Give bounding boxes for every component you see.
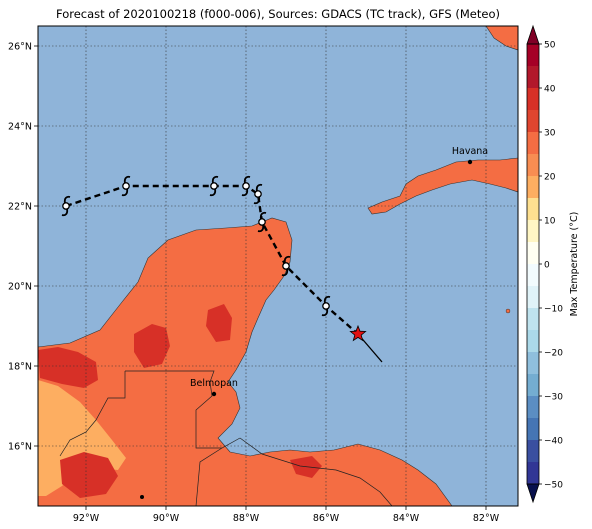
- colorbar-tick-label: −20: [544, 348, 563, 358]
- country-border: [59, 371, 126, 457]
- lat-tick-label: 24°N: [8, 122, 32, 133]
- city-label: Havana: [452, 146, 488, 157]
- hurricane-symbol-icon: [241, 175, 251, 197]
- hurricane-symbol-icon: [321, 295, 331, 317]
- colorbar-band: [527, 88, 539, 111]
- land-cuba: [367, 157, 518, 215]
- colorbar-extend-top: [526, 24, 540, 45]
- city-marker: [467, 159, 473, 165]
- colorbar-band: [527, 330, 539, 353]
- city-marker: [140, 495, 144, 499]
- land-florida: [485, 26, 518, 51]
- colorbar-tick-label: 20: [544, 172, 556, 182]
- country-border: [239, 437, 393, 506]
- colorbar-band: [527, 396, 539, 419]
- colorbar-band: [527, 198, 539, 221]
- hurricane-symbol-icon: [281, 255, 291, 277]
- colorbar-band: [527, 264, 539, 287]
- lat-tick-label: 26°N: [8, 42, 32, 53]
- colorbar-tick-label: −10: [544, 304, 563, 314]
- hurricane-symbol-icon: [121, 175, 131, 197]
- colorbar-tick-label: 40: [544, 84, 556, 94]
- colorbar-band: [527, 176, 539, 199]
- gridlines: [38, 26, 518, 506]
- track-line: [65, 184, 359, 335]
- hurricane-symbol-icon: [253, 183, 263, 205]
- lat-tick-label: 22°N: [8, 202, 32, 213]
- city-label: Belmopan: [190, 378, 238, 389]
- colorbar-tick-label: 10: [544, 216, 556, 226]
- hurricane-symbol-icon: [61, 195, 71, 217]
- lon-tick-label: 86°W: [313, 513, 340, 524]
- colorbar-band: [527, 352, 539, 375]
- colorbar-tick-label: 0: [544, 260, 550, 270]
- colorbar-tick-label: −50: [544, 480, 563, 490]
- colorbar-band: [527, 132, 539, 155]
- lat-tick-label: 18°N: [8, 362, 32, 373]
- colorbar-band: [527, 374, 539, 397]
- land-hot-region-west: [38, 347, 98, 388]
- lon-tick-label: 84°W: [393, 513, 420, 524]
- colorbar-tick-label: 50: [544, 40, 556, 50]
- colorbar-label: Max Temperature (°C): [569, 212, 580, 317]
- colorbar-band: [527, 154, 539, 177]
- colorbar-tick-label: 30: [544, 128, 556, 138]
- country-border: [195, 447, 223, 506]
- city-marker: [211, 391, 217, 397]
- land-hot-region-center: [206, 304, 232, 342]
- lon-tick-label: 90°W: [153, 513, 180, 524]
- cities: Havana Belmopan: [140, 146, 488, 499]
- lon-tick-label: 88°W: [233, 513, 260, 524]
- colorbar-band: [527, 44, 539, 67]
- land-hot-region-south: [60, 452, 118, 498]
- lat-tick-label: 16°N: [8, 442, 32, 453]
- colorbar: 50 40 30 20 10 0 −10 −20 −30 −40 −50 Max Temperatur…: [526, 24, 580, 504]
- colorbar-band: [527, 286, 539, 309]
- current-position-star-icon: [349, 324, 367, 342]
- colorbar-band: [527, 110, 539, 133]
- colorbar-band: [527, 462, 539, 485]
- hurricane-symbol-icon: [257, 211, 267, 233]
- lon-tick-label: 92°W: [73, 513, 100, 524]
- colorbar-band: [527, 308, 539, 331]
- colorbar-band: [527, 66, 539, 89]
- lon-tick-label: 82°W: [473, 513, 500, 524]
- colorbar-extend-bottom: [526, 483, 540, 504]
- colorbar-band: [527, 220, 539, 243]
- land-hot-region-east: [134, 324, 170, 368]
- map-axes: 92°W 90°W 88°W 86°W 84°W 82°W 16°N 18°N 20°N 22°N…: [8, 42, 500, 525]
- island: [505, 308, 511, 314]
- colorbar-band: [527, 242, 539, 265]
- hurricane-symbol-icon: [209, 175, 219, 197]
- colorbar-tick-label: −30: [544, 392, 563, 402]
- country-border: [125, 370, 241, 449]
- colorbar-band: [527, 440, 539, 463]
- map-frame: [37, 25, 519, 507]
- colorbar-band: [527, 418, 539, 441]
- lat-tick-label: 20°N: [8, 282, 32, 293]
- storm-track: [61, 175, 383, 363]
- land-central-america: [38, 217, 453, 506]
- colorbar-tick-label: −40: [544, 436, 563, 446]
- map-title: Forecast of 2020100218 (f000-006), Sourc…: [56, 7, 500, 21]
